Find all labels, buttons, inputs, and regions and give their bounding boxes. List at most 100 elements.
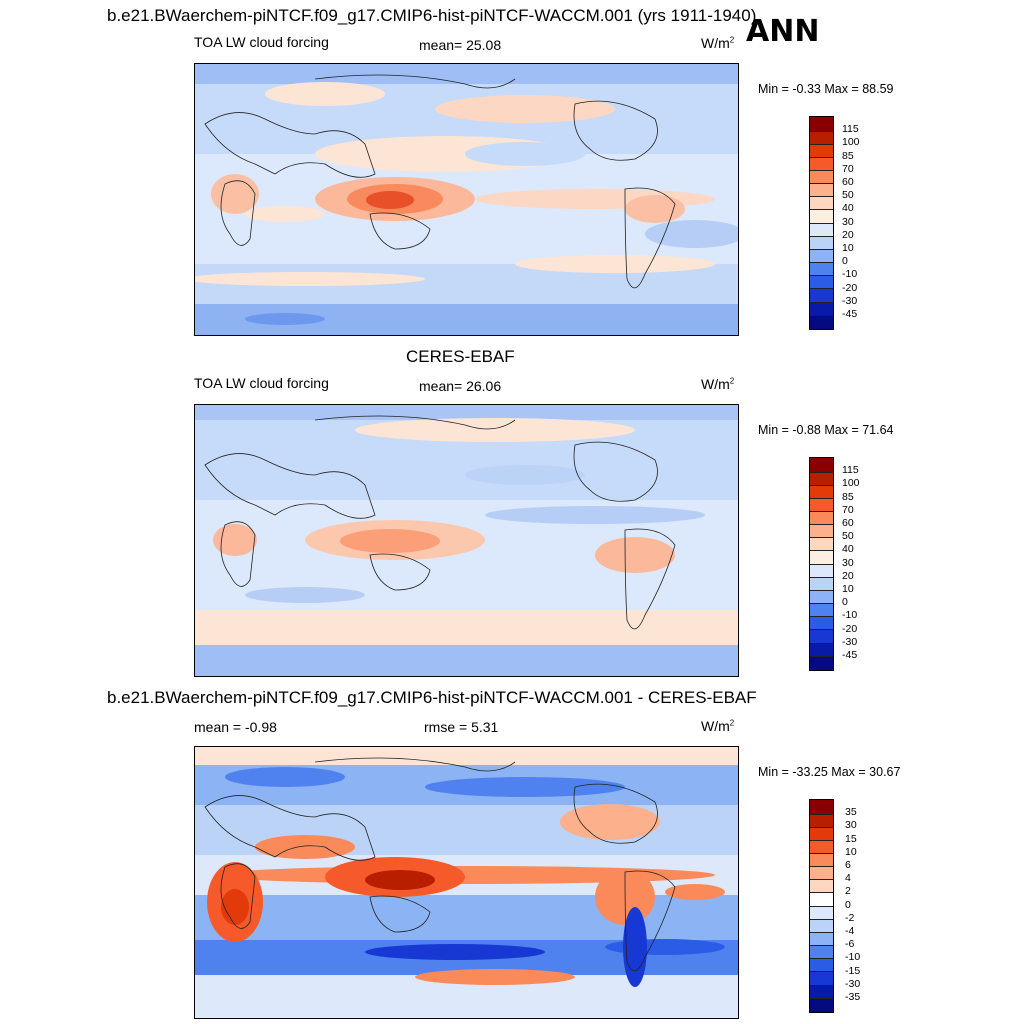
colorbar-tick: -4: [845, 925, 855, 937]
colorbar-bin: [810, 236, 833, 249]
colorbar-tick: -20: [842, 282, 858, 294]
colorbar-tick: -30: [842, 636, 858, 648]
units-exponent: 2: [729, 718, 735, 728]
top-panel-case-title: b.e21.BWaerchem-piNTCF.f09_g17.CMIP6-his…: [107, 6, 757, 25]
mid-panel-map-svg: [195, 405, 738, 676]
colorbar-tick: -20: [842, 623, 858, 635]
bot-panel-mean-label: mean =: [194, 719, 242, 735]
colorbar-bin: [810, 302, 833, 315]
colorbar-bin: [810, 971, 833, 985]
units-exponent: 2: [729, 35, 735, 45]
colorbar-bin: [810, 840, 833, 853]
colorbar-tick: 30: [845, 819, 857, 831]
colorbar-tick: 50: [842, 189, 854, 201]
colorbar-bin: [810, 196, 833, 209]
colorbar-bin: [810, 853, 833, 866]
colorbar-tick: 40: [842, 202, 854, 214]
colorbar-bin: [810, 932, 833, 945]
colorbar-bin: [810, 958, 833, 971]
colorbar-bin: [810, 919, 833, 932]
colorbar-bin: [810, 590, 833, 603]
colorbar-tick: -45: [842, 649, 858, 661]
units-base: W/m: [701, 376, 730, 392]
top-panel-map: [194, 63, 739, 336]
colorbar-bin: [810, 577, 833, 590]
colorbar-tick: 10: [842, 583, 854, 595]
colorbar-bin: [810, 524, 833, 537]
colorbar-tick: 30: [842, 216, 854, 228]
colorbar-tick: 0: [842, 596, 848, 608]
colorbar-bin: [810, 643, 833, 656]
colorbar-tick: 70: [842, 504, 854, 516]
colorbar-bin: [810, 998, 833, 1012]
colorbar-tick: -15: [845, 965, 861, 977]
bot-panel-colorbar: [809, 799, 834, 1013]
colorbar-bin: [810, 209, 833, 223]
colorbar-bin: [810, 131, 833, 144]
colorbar-tick: -6: [845, 938, 855, 950]
colorbar-bin: [810, 144, 833, 157]
bot-panel-case-title: b.e21.BWaerchem-piNTCF.f09_g17.CMIP6-his…: [107, 688, 757, 707]
colorbar-tick: 115: [842, 123, 859, 135]
mid-panel-mean-value: 26.06: [466, 378, 502, 394]
colorbar-bin: [810, 827, 833, 840]
colorbar-bin: [810, 616, 833, 629]
mid-panel-mean-label: mean=: [419, 378, 463, 394]
colorbar-bin: [810, 157, 833, 170]
colorbar-tick: -30: [842, 295, 858, 307]
colorbar-bin: [810, 985, 833, 998]
colorbar-bin: [810, 458, 833, 472]
bot-panel-map-svg: [195, 747, 738, 1018]
bot-panel-map: [194, 746, 739, 1019]
colorbar-bin: [810, 472, 833, 485]
colorbar-bin: [810, 564, 833, 577]
colorbar-bin: [810, 223, 833, 236]
colorbar-bin: [810, 170, 833, 183]
colorbar-tick: 40: [842, 543, 854, 555]
colorbar-bin: [810, 866, 833, 879]
colorbar-tick: -10: [842, 609, 858, 621]
bot-panel-mean-value: -0.98: [244, 719, 277, 735]
colorbar-bin: [810, 945, 833, 958]
colorbar-tick: 0: [845, 899, 851, 911]
colorbar-bin: [810, 629, 833, 643]
colorbar-bin: [810, 537, 833, 550]
bot-panel-rmse: rmse = 5.31: [424, 719, 498, 735]
colorbar-tick: 4: [845, 872, 851, 884]
colorbar-tick: -30: [845, 978, 861, 990]
top-panel-mean: mean= 25.08: [419, 37, 501, 53]
bot-panel-minmax: Min = -33.25 Max = 30.67: [758, 765, 901, 779]
colorbar-tick: 0: [842, 255, 848, 267]
colorbar-tick: 100: [842, 477, 860, 489]
colorbar-bin: [810, 814, 833, 827]
colorbar-bin: [810, 498, 833, 511]
mid-panel-minmax: Min = -0.88 Max = 71.64: [758, 423, 894, 437]
colorbar-bin: [810, 511, 833, 524]
units-base: W/m: [701, 718, 730, 734]
colorbar-bin: [810, 906, 833, 919]
top-panel-mean-label: mean=: [419, 37, 463, 53]
colorbar-bin: [810, 315, 833, 329]
bot-panel-rmse-label: rmse =: [424, 719, 468, 735]
colorbar-tick: 6: [845, 859, 851, 871]
colorbar-bin: [810, 183, 833, 196]
units-base: W/m: [701, 35, 730, 51]
colorbar-bin: [810, 879, 833, 892]
top-panel-colorbar: [809, 116, 834, 330]
mid-panel-case-title: CERES-EBAF: [406, 347, 515, 366]
colorbar-tick: -10: [842, 268, 858, 280]
colorbar-tick: 20: [842, 570, 854, 582]
colorbar-tick: 50: [842, 530, 854, 542]
colorbar-tick: 10: [845, 846, 857, 858]
colorbar-bin: [810, 485, 833, 498]
colorbar-tick: 60: [842, 517, 854, 529]
colorbar-tick: 60: [842, 176, 854, 188]
bot-panel-mean: mean = -0.98: [194, 719, 277, 735]
mid-panel-mean: mean= 26.06: [419, 378, 501, 394]
colorbar-tick: 30: [842, 557, 854, 569]
colorbar-bin: [810, 656, 833, 670]
colorbar-tick: 100: [842, 136, 860, 148]
mid-panel-map: [194, 404, 739, 677]
bot-panel-rmse-value: 5.31: [471, 719, 499, 735]
mid-panel-units: W/m2: [701, 376, 734, 392]
